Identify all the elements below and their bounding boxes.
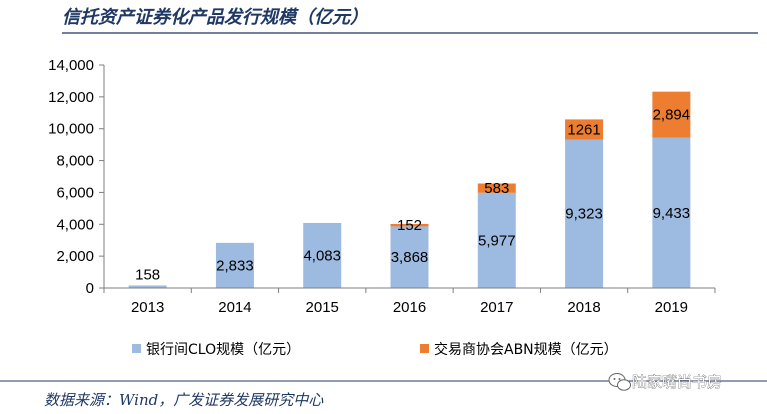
legend-swatch <box>132 344 141 353</box>
y-tick-label: 12,000 <box>48 89 94 106</box>
watermark: 陆家嘴尚书房 <box>608 373 722 391</box>
x-tick-label: 2018 <box>567 299 600 316</box>
bar-clo <box>477 192 516 288</box>
legend-item: 银行间CLO规模（亿元） <box>132 342 300 358</box>
bar-abn <box>477 183 516 193</box>
bar-abn <box>652 91 691 138</box>
y-tick-label: 8,000 <box>56 153 94 170</box>
data-label-clo: 9,433 <box>653 205 691 222</box>
bar-abn <box>390 223 429 227</box>
legend-swatch <box>420 344 429 353</box>
x-tick-label: 2013 <box>131 299 164 316</box>
chart-title: 信托资产证券化产品发行规模（亿元） <box>62 7 368 28</box>
data-label-clo: 4,083 <box>303 247 341 264</box>
y-tick-label: 0 <box>86 280 94 297</box>
wechat-icon <box>608 373 631 391</box>
bar-clo <box>652 137 691 288</box>
y-tick-label: 4,000 <box>56 216 94 233</box>
legend-label: 交易商协会ABN规模（亿元） <box>434 341 618 358</box>
bar-clo <box>215 242 254 288</box>
bar-clo <box>128 285 167 288</box>
data-label-clo: 2,833 <box>216 257 254 274</box>
data-label-abn: 2,894 <box>653 107 691 124</box>
x-tick-label: 2015 <box>306 299 339 316</box>
legend-item: 交易商协会ABN规模（亿元） <box>420 341 618 358</box>
bar-abn <box>565 119 604 140</box>
y-tick-label: 2,000 <box>56 248 94 265</box>
x-tick-label: 2016 <box>393 299 426 316</box>
watermark-text: 陆家嘴尚书房 <box>632 373 722 391</box>
x-tick-label: 2014 <box>218 299 251 316</box>
y-tick-label: 14,000 <box>48 57 94 74</box>
legend-label: 银行间CLO规模（亿元） <box>146 342 300 358</box>
bar-clo <box>565 139 604 288</box>
x-tick-label: 2017 <box>480 299 513 316</box>
data-label-clo: 3,868 <box>391 249 429 266</box>
data-label-abn: 1261 <box>567 121 600 138</box>
data-label-clo: 5,977 <box>478 232 516 249</box>
bar-clo <box>303 222 342 288</box>
legend: 银行间CLO规模（亿元） 交易商协会ABN规模（亿元） <box>132 341 618 358</box>
source-note: 数据来源：Wind，广发证券发展研究中心 <box>44 391 324 409</box>
x-tick-label: 2019 <box>655 299 688 316</box>
data-label-abn: 583 <box>484 180 509 197</box>
data-label-clo: 9,323 <box>565 206 603 223</box>
plot-area: 0 2,000 4,000 6,000 8,000 10,000 12,000 14,000 1… <box>48 57 716 316</box>
y-tick-label: 6,000 <box>56 184 94 201</box>
data-label-abn: 152 <box>397 217 422 234</box>
y-tick-label: 10,000 <box>48 121 94 138</box>
bar-clo <box>390 226 429 288</box>
data-label-clo: 158 <box>135 266 160 283</box>
